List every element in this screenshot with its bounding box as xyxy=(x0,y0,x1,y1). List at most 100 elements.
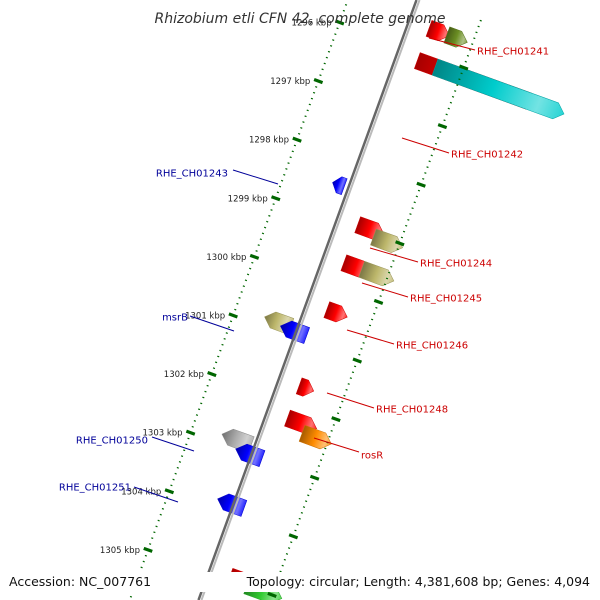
minor-tick xyxy=(321,68,324,71)
minor-tick xyxy=(366,330,370,333)
gene-label-leader xyxy=(428,37,476,51)
gene-labels-layer: RHE_CH01241 RHE_CH01242 RHE_CH01243 RHE_CH0… xyxy=(59,37,549,503)
major-tick xyxy=(437,123,448,130)
gene-arrow xyxy=(323,301,348,323)
gene-label-leader xyxy=(369,247,419,263)
minor-tick xyxy=(251,261,254,264)
minor-tick xyxy=(193,420,196,422)
gene-arrow xyxy=(298,425,332,450)
gene-arrow xyxy=(295,377,315,397)
minor-tick xyxy=(458,78,461,81)
minor-tick xyxy=(281,564,284,567)
minor-tick xyxy=(214,361,218,364)
minor-tick xyxy=(379,295,382,297)
kbp-label: 1299 kbp xyxy=(228,194,268,204)
minor-tick xyxy=(434,142,438,145)
major-tick xyxy=(331,416,341,423)
major-tick xyxy=(143,546,153,553)
minor-tick xyxy=(187,437,190,440)
major-tick xyxy=(270,195,281,202)
minor-tick xyxy=(170,484,173,487)
major-tick xyxy=(309,474,320,481)
minor-tick xyxy=(208,379,211,381)
minor-tick xyxy=(155,525,158,528)
minor-tick xyxy=(475,31,478,34)
gene-label-leader xyxy=(326,392,375,409)
minor-tick xyxy=(285,168,288,170)
gene-label-leader xyxy=(232,169,279,185)
gene-label-leader xyxy=(361,282,409,298)
gene-feature xyxy=(425,20,450,42)
minor-tick xyxy=(300,511,304,514)
minor-tick xyxy=(304,500,308,503)
minor-tick xyxy=(417,189,421,192)
gene-feature xyxy=(323,301,348,323)
minor-tick xyxy=(200,402,203,405)
minor-tick xyxy=(307,494,310,497)
minor-tick xyxy=(174,472,177,475)
gene-feature xyxy=(358,260,395,287)
gene-feature xyxy=(332,176,348,195)
minor-tick xyxy=(257,244,260,247)
major-tick xyxy=(228,312,238,319)
minor-tick xyxy=(185,443,188,446)
major-tick xyxy=(352,357,363,364)
minor-tick xyxy=(204,390,207,393)
minor-tick xyxy=(259,238,262,241)
gene-label-leader xyxy=(189,315,235,332)
minor-tick xyxy=(477,25,480,28)
minor-tick xyxy=(351,371,355,374)
minor-tick xyxy=(375,306,378,309)
minor-tick xyxy=(217,355,220,358)
gene-arrow xyxy=(358,260,395,287)
minor-tick xyxy=(362,342,365,344)
minor-tick xyxy=(370,318,374,321)
kbp-label: 1298 kbp xyxy=(249,136,289,146)
minor-tick xyxy=(479,19,482,22)
kbp-label: 1304 kbp xyxy=(121,487,161,497)
minor-tick xyxy=(439,131,442,133)
gene-label: RHE_CH01246 xyxy=(396,341,468,352)
gene-arrow xyxy=(332,176,348,195)
minor-tick xyxy=(327,50,331,53)
minor-tick xyxy=(302,506,306,508)
major-tick xyxy=(416,181,426,188)
gene-feature xyxy=(295,377,315,397)
minor-tick xyxy=(344,3,348,6)
gene-label-leader xyxy=(313,437,360,453)
minor-tick xyxy=(142,560,145,563)
minor-tick xyxy=(293,144,297,147)
kbp-label: 1297 kbp xyxy=(270,77,310,87)
minor-tick xyxy=(172,478,175,481)
minor-tick xyxy=(471,43,474,46)
minor-tick xyxy=(332,39,335,41)
gene-feature xyxy=(298,425,332,450)
minor-tick xyxy=(227,326,231,329)
minor-tick xyxy=(266,220,269,223)
minor-tick xyxy=(225,332,228,334)
minor-tick xyxy=(206,384,209,387)
minor-tick xyxy=(219,349,222,352)
minor-tick xyxy=(302,121,305,123)
minor-tick xyxy=(341,400,344,403)
minor-tick xyxy=(304,115,307,118)
minor-tick xyxy=(385,277,389,280)
minor-tick xyxy=(415,195,418,198)
minor-tick xyxy=(383,283,387,286)
gene-label-leader xyxy=(133,486,179,503)
minor-tick xyxy=(309,488,312,491)
minor-tick xyxy=(166,496,169,499)
minor-tick xyxy=(315,470,318,473)
minor-tick xyxy=(246,273,250,276)
minor-tick xyxy=(283,558,286,561)
minor-tick xyxy=(360,347,363,350)
minor-tick xyxy=(195,414,199,416)
minor-tick xyxy=(229,320,233,323)
minor-tick xyxy=(280,179,284,182)
minor-tick xyxy=(405,224,408,227)
minor-tick xyxy=(315,86,318,88)
minor-tick xyxy=(336,412,340,415)
gene-label: RHE_CH01243 xyxy=(156,169,228,180)
major-tick xyxy=(395,240,405,247)
minor-tick xyxy=(411,207,414,210)
